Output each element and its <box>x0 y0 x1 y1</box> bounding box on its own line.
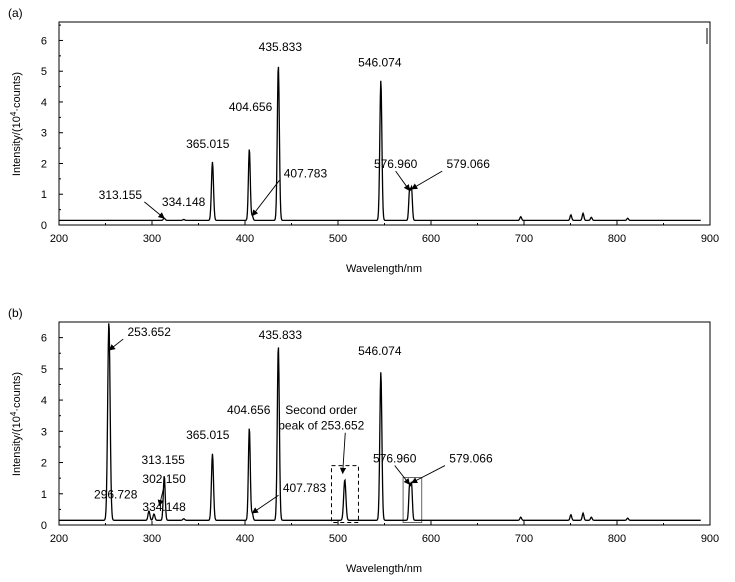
peak-label: 579.066 <box>449 452 493 466</box>
annotation-arrow <box>251 494 279 514</box>
annotation-arrow <box>394 465 410 485</box>
x-axis-label: Wavelength/nm <box>346 563 422 575</box>
peak-label: 404.656 <box>229 100 273 114</box>
y-axis-label: Intensity/(104·counts) <box>9 72 23 176</box>
y-tick-label: 6 <box>41 333 47 345</box>
peak-label: 313.155 <box>99 188 143 202</box>
peak-label: 576.960 <box>374 157 418 171</box>
annotation-arrow <box>144 201 165 219</box>
peak-label: 435.833 <box>259 328 303 342</box>
peak-label: 365.015 <box>186 428 230 442</box>
y-tick-label: 1 <box>41 189 47 201</box>
peak-annotations: 253.652 296.728 313.155 302.150 334.148 365.0… <box>94 325 493 514</box>
annotation-arrow <box>410 170 443 190</box>
x-tick-label: 800 <box>608 233 626 245</box>
peak-label: 302.150 <box>142 472 186 486</box>
x-tick-label: 900 <box>701 533 719 545</box>
peak-annotations: 313.155 334.148 365.015 404.656 407.783 435.8… <box>99 40 491 219</box>
y-tick-label: 4 <box>41 395 47 407</box>
peak-label: 576.960 <box>373 452 417 466</box>
y-tick-label: 2 <box>41 458 47 470</box>
x-tick-label: 400 <box>236 533 254 545</box>
x-axis-label: Wavelength/nm <box>346 263 422 275</box>
panel-a: (a) 200 300 400 500 600 700 800 900 0 1 2 3 4 5 6 313… <box>8 6 719 275</box>
x-tick-label: 600 <box>422 233 440 245</box>
x-tick-label: 500 <box>329 233 347 245</box>
panel-label: (b) <box>8 306 23 320</box>
annotation-arrow <box>395 170 410 192</box>
peak-label: 407.783 <box>284 166 328 180</box>
x-tick-label: 900 <box>701 233 719 245</box>
peak-label: 334.148 <box>142 500 186 514</box>
panel-b: (b) 200 300 400 500 600 700 800 900 0 1 2 3 4 5 6 253… <box>8 306 719 575</box>
highlight-box <box>330 465 359 524</box>
peak-label: 313.155 <box>141 453 185 467</box>
x-axis-ticks: 200 300 400 500 600 700 800 900 <box>50 221 719 245</box>
x-tick-label: 700 <box>515 533 533 545</box>
x-tick-label: 400 <box>236 233 254 245</box>
y-tick-label: 2 <box>41 158 47 170</box>
x-axis-ticks: 200 300 400 500 600 700 800 900 <box>50 521 719 545</box>
annotation-arrow <box>410 465 446 484</box>
annotation-arrow <box>108 338 124 351</box>
plot-frame <box>58 21 711 226</box>
x-tick-label: 700 <box>515 233 533 245</box>
peak-label: Second order <box>285 403 357 417</box>
x-tick-label: 200 <box>50 533 68 545</box>
peak-label: 546.074 <box>358 56 402 70</box>
x-tick-label: 500 <box>329 533 347 545</box>
peak-label: 435.833 <box>259 40 303 54</box>
x-tick-label: 600 <box>422 533 440 545</box>
annotation-arrow <box>251 180 280 217</box>
peak-label: 546.074 <box>358 344 402 358</box>
peak-label: 407.783 <box>283 481 327 495</box>
peak-label: 365.015 <box>186 137 230 151</box>
y-axis-ticks: 0 1 2 3 4 5 6 <box>41 333 63 532</box>
y-tick-label: 5 <box>41 66 47 78</box>
peak-label: peak of 253.652 <box>278 419 364 433</box>
x-tick-label: 800 <box>608 533 626 545</box>
y-tick-label: 5 <box>41 364 47 376</box>
y-tick-label: 4 <box>41 97 47 109</box>
y-tick-label: 1 <box>41 489 47 501</box>
peak-label: 404.656 <box>227 403 271 417</box>
x-tick-label: 300 <box>143 233 161 245</box>
peak-label: 579.066 <box>447 157 491 171</box>
y-tick-label: 6 <box>41 35 47 47</box>
y-tick-label: 0 <box>41 220 47 232</box>
spectrum-line <box>59 66 701 222</box>
peak-label: 334.148 <box>162 195 206 209</box>
peak-label: 253.652 <box>128 325 172 339</box>
x-tick-label: 300 <box>143 533 161 545</box>
y-axis-label: Intensity/(104·counts) <box>9 372 23 476</box>
panel-label: (a) <box>8 6 23 20</box>
y-tick-label: 3 <box>41 128 47 140</box>
peak-label: 296.728 <box>94 487 138 501</box>
spectrum-line <box>59 323 701 521</box>
annotation-arrow <box>339 432 347 475</box>
y-axis-ticks: 0 1 2 3 4 5 6 <box>41 24 63 232</box>
x-tick-label: 200 <box>50 233 68 245</box>
y-tick-label: 3 <box>41 426 47 438</box>
annotation-arrow <box>157 485 165 507</box>
y-tick-label: 0 <box>41 520 47 532</box>
